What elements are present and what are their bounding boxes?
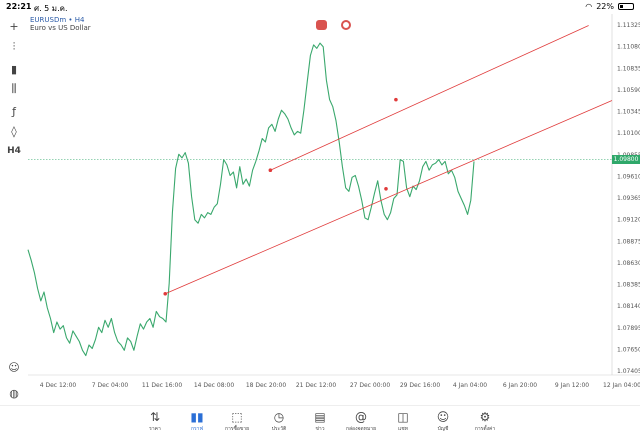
y-tick-label: 1.11080	[617, 44, 640, 51]
quotes-icon: ⇅	[149, 410, 161, 424]
symbol-name: EURUSDm	[30, 16, 67, 24]
x-tick-label: 12 Jan 04:00	[603, 382, 640, 389]
symbol-title[interactable]: EURUSDm • H4	[30, 16, 85, 24]
chart-badges	[316, 20, 351, 30]
function-icon[interactable]: ƒ	[12, 104, 16, 118]
bottom-navigation: ⇅ ราคา ▮▮ กราฟ ⬚ การซื้อขาย ◷ ประวัติ ▤ ข่าว @ กล่อ…	[0, 405, 640, 447]
sync-icon[interactable]	[341, 20, 351, 30]
channel-anchor-point[interactable]	[394, 97, 398, 102]
candles-icon[interactable]: ⫶	[12, 40, 16, 53]
nav-label: กราฟ	[190, 426, 204, 432]
y-tick-label: 1.07405	[617, 368, 640, 375]
history-icon: ◷	[273, 410, 285, 424]
nav-item-quotes[interactable]: ⇅ ราคา	[134, 409, 176, 433]
nav-label: การซื้อขาย	[224, 426, 250, 432]
y-tick-label: 1.10835	[617, 65, 640, 72]
nav-label: แชท	[398, 426, 408, 432]
x-tick-label: 9 Jan 12:00	[555, 382, 589, 389]
y-tick-label: 1.10100	[617, 130, 640, 137]
wifi-icon: ◠	[585, 2, 593, 11]
x-tick-label: 11 Dec 16:00	[142, 382, 183, 389]
y-tick-label: 1.08875	[617, 238, 640, 245]
channel-anchor-point[interactable]	[384, 186, 388, 191]
status-right: ◠ 22%	[585, 2, 634, 11]
objects-icon[interactable]: ◊	[11, 124, 17, 138]
channel-anchor-point[interactable]	[163, 291, 168, 296]
left-toolbar: + ⫶ ▮ ⫼ ƒ ◊ H4 ☺ ◍	[0, 14, 28, 400]
y-tick-label: 1.08630	[617, 260, 640, 267]
indicators-icon[interactable]: ▮	[10, 62, 18, 76]
nav-item-settings[interactable]: ⚙ การตั้งค่า	[464, 409, 506, 433]
battery-icon	[618, 3, 634, 10]
y-tick-label: 1.10590	[617, 87, 640, 94]
channel-upper-line[interactable]	[270, 25, 589, 171]
y-tick-label: 1.10345	[617, 109, 640, 116]
current-price-label: 1.09800	[612, 155, 640, 165]
battery-percent: 22%	[596, 2, 614, 11]
symbol-description: Euro vs US Dollar	[30, 24, 91, 32]
news-icon: ▤	[314, 410, 326, 424]
nav-label: การตั้งค่า	[474, 426, 496, 432]
x-tick-label: 18 Dec 20:00	[246, 382, 287, 389]
price-series-line	[27, 42, 475, 357]
y-tick-label: 1.08140	[617, 303, 640, 310]
filters-icon[interactable]: ⫼	[11, 82, 17, 95]
nav-item-history[interactable]: ◷ ประวัติ	[258, 409, 300, 433]
status-time: 22:21	[6, 2, 32, 11]
crosshair-icon[interactable]: +	[9, 19, 19, 33]
nav-label: ประวัติ	[271, 426, 287, 432]
y-tick-label: 1.09365	[617, 195, 640, 202]
nav-item-mailbox[interactable]: @ กล่องจดหมาย	[340, 409, 382, 433]
status-date: ศ. 5 ม.ค.	[34, 4, 68, 13]
nav-item-chat[interactable]: ◫ แชท	[382, 409, 424, 433]
x-tick-label: 29 Dec 16:00	[400, 382, 441, 389]
nav-label: ข่าว	[315, 426, 325, 432]
ping-icon[interactable]: ◍	[9, 386, 19, 400]
y-tick-label: 1.07650	[617, 346, 640, 353]
settings-icon: ⚙	[479, 410, 491, 424]
nav-item-news[interactable]: ▤ ข่าว	[299, 409, 341, 433]
trade-icon: ⬚	[231, 410, 243, 424]
y-tick-label: 1.11325	[617, 22, 640, 29]
x-tick-label: 21 Dec 12:00	[296, 382, 337, 389]
price-chart[interactable]: 1.11325 1.11080 1.10835 1.10590 1.10345 1.101…	[0, 14, 640, 405]
nav-item-trade[interactable]: ⬚ การซื้อขาย	[216, 409, 258, 433]
x-tick-label: 6 Jan 20:00	[503, 382, 537, 389]
chart-icon: ▮▮	[190, 410, 204, 424]
nav-item-chart[interactable]: ▮▮ กราฟ	[176, 409, 218, 433]
symbol-timeframe: H4	[74, 16, 85, 24]
nav-item-account[interactable]: ☺ บัญชี	[422, 409, 464, 433]
y-tick-label: 1.08385	[617, 282, 640, 289]
timeframe-icon[interactable]: H4	[7, 146, 21, 156]
chat-icon: ◫	[397, 410, 409, 424]
x-tick-label: 4 Jan 04:00	[453, 382, 487, 389]
x-tick-label: 4 Dec 12:00	[40, 382, 77, 389]
channel-anchor-point[interactable]	[268, 168, 273, 173]
nav-label: บัญชี	[437, 426, 449, 432]
account-icon: ☺	[436, 410, 450, 424]
y-tick-label: 1.07895	[617, 325, 640, 332]
y-tick-label: 1.09610	[617, 173, 640, 180]
status-bar: 22:21 ศ. 5 ม.ค. ◠ 22%	[0, 0, 640, 14]
channel-lower-line[interactable]	[165, 100, 613, 295]
x-tick-label: 27 Dec 00:00	[350, 382, 391, 389]
nav-label: กล่องจดหมาย	[345, 426, 377, 432]
nav-label: ราคา	[149, 426, 161, 432]
alert-face-icon[interactable]: ☺	[8, 360, 20, 374]
mailbox-icon: @	[355, 410, 367, 424]
x-tick-label: 14 Dec 08:00	[194, 382, 235, 389]
one-click-trading-icon[interactable]	[316, 20, 327, 30]
y-tick-label: 1.09120	[617, 217, 640, 224]
x-tick-label: 7 Dec 04:00	[92, 382, 129, 389]
